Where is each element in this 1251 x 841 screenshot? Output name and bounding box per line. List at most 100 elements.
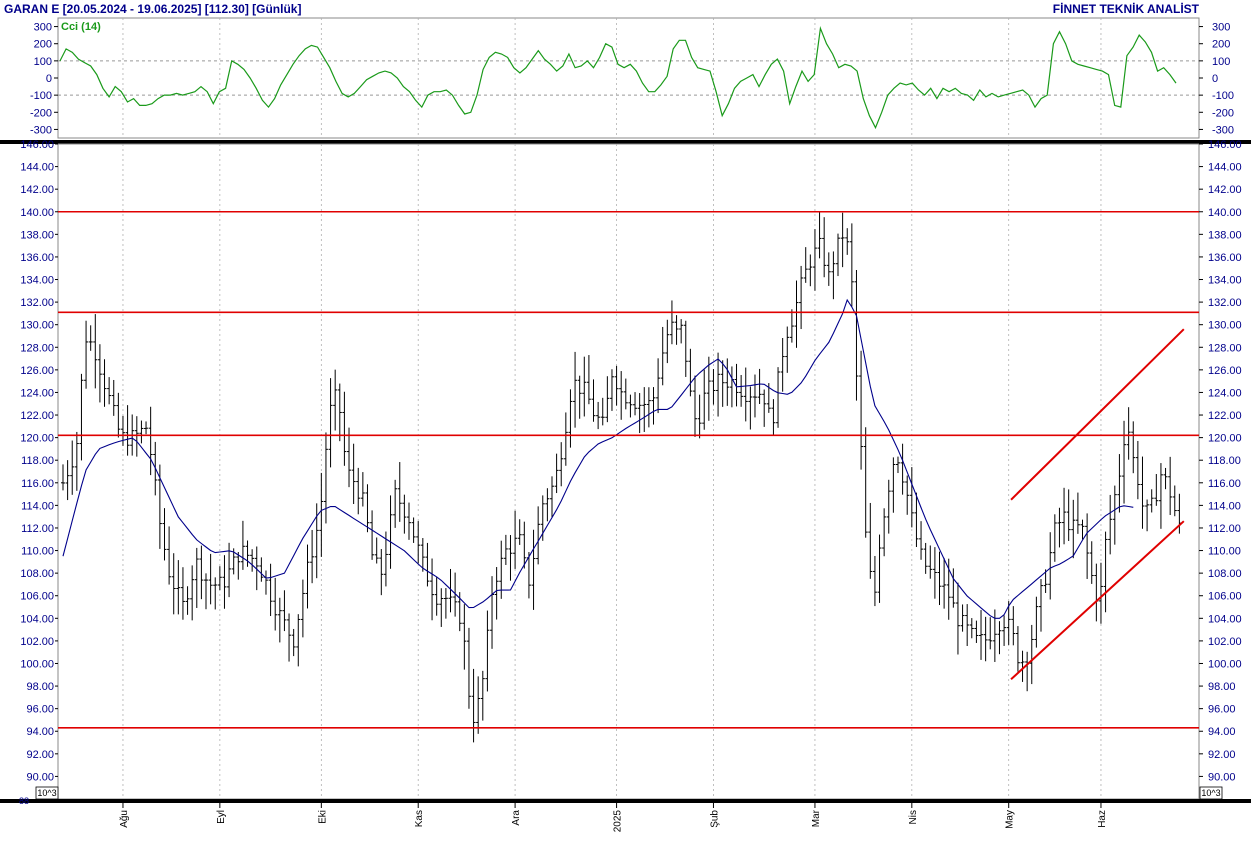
unit-label-right: 10^3 [1201, 788, 1220, 798]
month-label: Haz [1097, 810, 1108, 828]
price-tick-label: 140.00 [20, 207, 54, 219]
price-tick-label: 128.00 [20, 342, 54, 354]
cci-axis-left: 300 200 100 0 -100 -200 -300 [30, 22, 58, 136]
bottom-tick-label: 88 [19, 796, 29, 806]
price-tick-label: 134.00 [1208, 275, 1242, 287]
price-tick-label: 118.00 [1208, 455, 1241, 467]
price-tick-label: 96.00 [26, 704, 54, 716]
cci-tick-label: -300 [1212, 124, 1234, 136]
month-label: Ara [511, 810, 522, 826]
cci-tick-label: -300 [30, 124, 52, 136]
cci-tick-label: 300 [1212, 22, 1230, 34]
price-tick-label: 132.00 [1208, 297, 1242, 309]
trend-channel-line [1010, 328, 1185, 501]
month-label: Ağu [119, 810, 130, 828]
price-tick-label: 122.00 [1208, 410, 1242, 422]
cci-tick-label: 0 [1212, 73, 1218, 85]
price-tick-label: 124.00 [1208, 387, 1242, 399]
price-tick-label: 102.00 [1208, 636, 1242, 648]
price-gridlines [122, 144, 1102, 799]
price-tick-label: 100.00 [20, 658, 54, 670]
price-tick-label: 124.00 [20, 387, 54, 399]
month-label: Şub [709, 810, 720, 828]
price-tick-label: 108.00 [20, 568, 54, 580]
price-tick-label: 112.00 [21, 523, 54, 535]
month-label: 2025 [613, 810, 624, 833]
price-tick-label: 104.00 [20, 613, 54, 625]
price-tick-label: 108.00 [1208, 568, 1242, 580]
price-tick-label: 96.00 [1208, 704, 1236, 716]
price-tick-label: 132.00 [20, 297, 54, 309]
month-label: Eyl [216, 810, 227, 824]
price-tick-label: 116.00 [1208, 478, 1241, 490]
chart-title: GARAN E [20.05.2024 - 19.06.2025] [112.3… [4, 2, 301, 16]
price-tick-label: 134.00 [20, 275, 54, 287]
month-label: Kas [414, 810, 425, 827]
price-tick-label: 116.00 [21, 478, 54, 490]
month-label: Nis [908, 810, 919, 824]
cci-tick-label: -100 [1212, 90, 1234, 102]
brand-label: FİNNET TEKNİK ANALİST [1053, 1, 1200, 16]
axis-separator [0, 799, 1251, 803]
moving-average-line [62, 298, 1134, 619]
month-label: Mar [811, 809, 822, 827]
cci-panel: Cci (14) 300 200 100 0 -100 -200 -300 300 200 10… [30, 17, 1234, 139]
price-tick-label: 136.00 [20, 252, 54, 264]
price-tick-label: 90.00 [26, 771, 54, 783]
price-tick-label: 118.00 [21, 455, 54, 467]
price-tick-label: 102.00 [20, 636, 54, 648]
price-tick-label: 130.00 [1208, 320, 1242, 332]
price-tick-label: 130.00 [20, 320, 54, 332]
price-tick-label: 126.00 [20, 365, 54, 377]
price-tick-label: 142.00 [1208, 184, 1242, 196]
unit-label-left: 10^3 [37, 788, 56, 798]
price-axis-left: 146.00 144.00 142.00 140.00 138.00 136.00 134.… [20, 139, 58, 783]
price-tick-label: 140.00 [1208, 207, 1242, 219]
cci-tick-label: -100 [30, 90, 52, 102]
price-tick-label: 106.00 [1208, 591, 1242, 603]
cci-tick-label: 100 [34, 56, 52, 68]
price-tick-label: 90.00 [1208, 771, 1236, 783]
price-tick-label: 112.00 [1208, 523, 1241, 535]
cci-tick-label: 200 [1212, 39, 1230, 51]
price-tick-label: 114.00 [1208, 500, 1241, 512]
trend-channel-line [1010, 520, 1185, 681]
month-label: Eki [317, 810, 328, 824]
price-tick-label: 144.00 [20, 162, 54, 174]
price-tick-label: 144.00 [1208, 162, 1242, 174]
price-tick-label: 100.00 [1208, 658, 1242, 670]
price-axis-right: 146.00 144.00 142.00 140.00 138.00 136.00 134.… [1199, 139, 1242, 783]
price-tick-label: 110.00 [1208, 546, 1241, 558]
price-tick-label: 142.00 [20, 184, 54, 196]
cci-tick-label: 300 [34, 22, 52, 34]
price-tick-label: 120.00 [20, 433, 54, 445]
price-tick-label: 126.00 [1208, 365, 1242, 377]
price-tick-label: 136.00 [1208, 252, 1242, 264]
price-tick-label: 94.00 [1208, 726, 1236, 738]
cci-tick-label: -200 [1212, 107, 1234, 119]
cci-axis-right: 300 200 100 0 -100 -200 -300 [1199, 22, 1234, 136]
price-bars [61, 211, 1182, 743]
cci-line [59, 25, 1177, 130]
price-tick-label: 146.00 [1208, 139, 1242, 151]
price-tick-label: 94.00 [26, 726, 54, 738]
month-label: May [1005, 810, 1016, 829]
cci-legend-label: Cci (14) [61, 21, 101, 33]
price-tick-label: 138.00 [1208, 229, 1242, 241]
price-tick-label: 98.00 [26, 681, 54, 693]
cci-tick-label: 0 [46, 73, 52, 85]
price-tick-label: 104.00 [1208, 613, 1242, 625]
price-tick-label: 138.00 [20, 229, 54, 241]
price-tick-label: 122.00 [20, 410, 54, 422]
price-tick-label: 128.00 [1208, 342, 1242, 354]
price-tick-label: 106.00 [20, 591, 54, 603]
x-axis: Ağu Eyl Eki Kas Ara 2025 Şub Mar Nis May Haz [119, 803, 1108, 832]
price-tick-label: 120.00 [1208, 433, 1242, 445]
cci-tick-label: 100 [1212, 56, 1230, 68]
cci-gridlines [58, 18, 1199, 138]
price-tick-label: 92.00 [1208, 749, 1236, 761]
cci-tick-label: 200 [34, 39, 52, 51]
cci-tick-label: -200 [30, 107, 52, 119]
support-resistance-levels [58, 210, 1199, 729]
price-tick-label: 146.00 [20, 139, 54, 151]
